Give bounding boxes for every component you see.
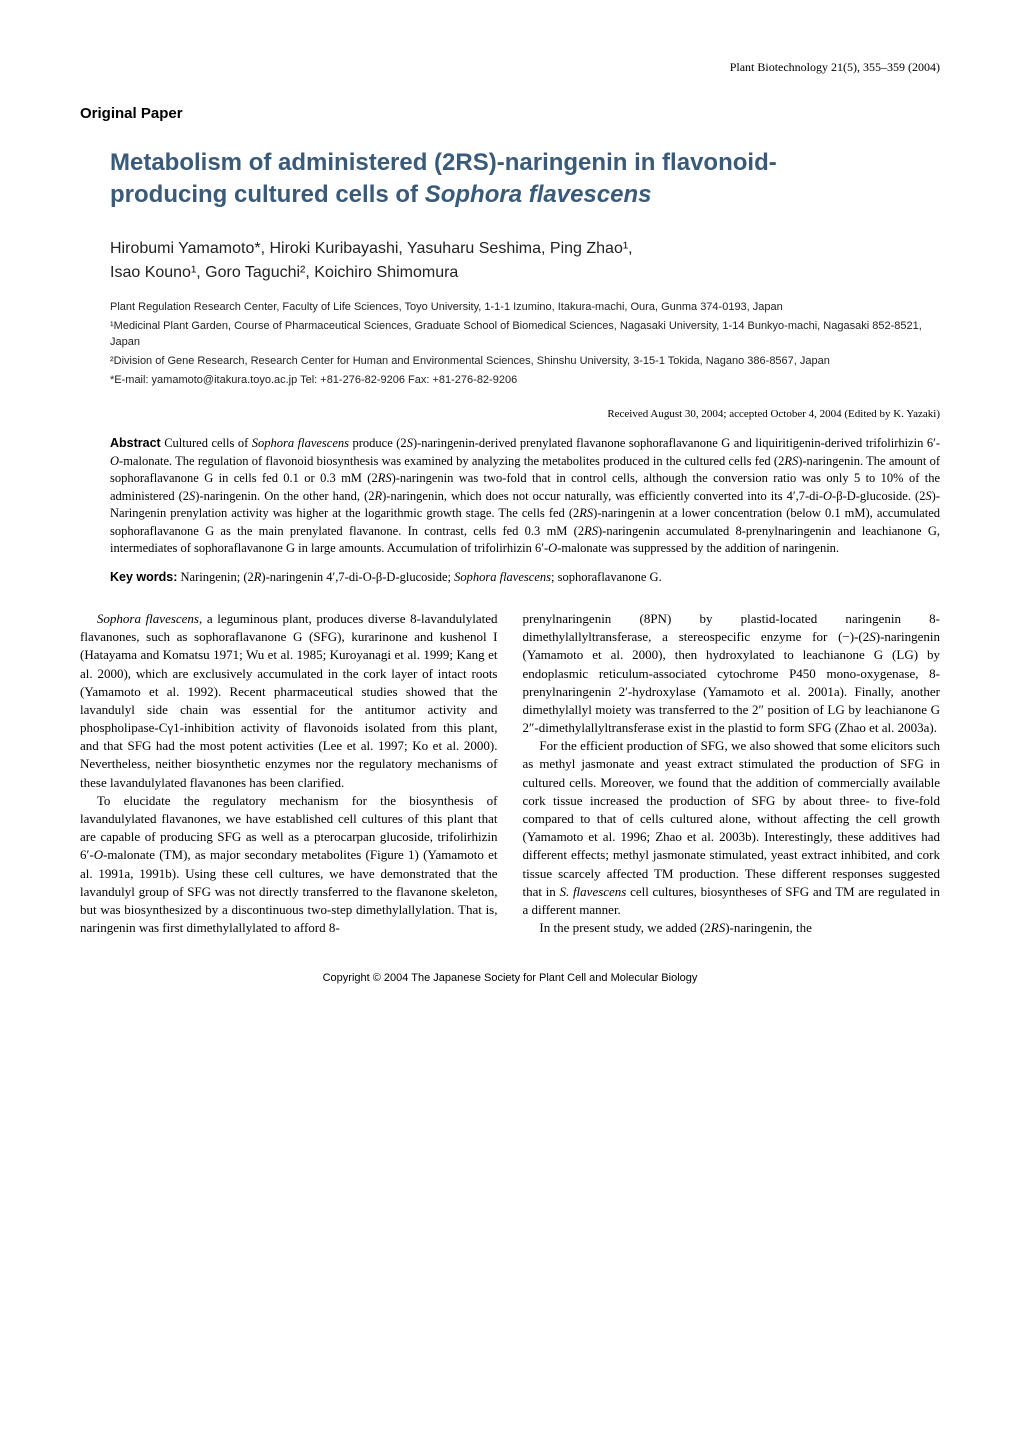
col2-para2: For the efficient production of SFG, we … [523, 737, 941, 919]
body-columns: Sophora flavescens, a leguminous plant, … [80, 610, 940, 937]
copyright-line: Copyright © 2004 The Japanese Society fo… [80, 972, 940, 984]
col2-para1: prenylnaringenin (8PN) by plastid-locate… [523, 610, 941, 737]
affiliation-2: ¹Medicinal Plant Garden, Course of Pharm… [110, 319, 940, 351]
affiliation-4-contact: *E-mail: yamamoto@itakura.toyo.ac.jp Tel… [110, 373, 940, 389]
affiliation-1: Plant Regulation Research Center, Facult… [110, 300, 940, 316]
paper-type-label: Original Paper [80, 105, 940, 122]
column-left: Sophora flavescens, a leguminous plant, … [80, 610, 498, 937]
authors-line-1: Hirobumi Yamamoto*, Hiroki Kuribayashi, … [110, 240, 633, 257]
title-line-1: Metabolism of administered (2RS)-naringe… [110, 149, 777, 176]
keywords-block: Key words: Naringenin; (2R)-naringenin 4… [110, 570, 940, 585]
keywords-text: Naringenin; (2R)-naringenin 4′,7-di-O-β-… [177, 570, 661, 584]
col2-para3: In the present study, we added (2RS)-nar… [523, 919, 941, 937]
received-date: Received August 30, 2004; accepted Octob… [80, 408, 940, 420]
abstract-block: Abstract Cultured cells of Sophora flave… [110, 435, 940, 558]
authors-line-2: Isao Kouno¹, Goro Taguchi², Koichiro Shi… [110, 264, 458, 281]
keywords-label: Key words: [110, 570, 177, 584]
affiliation-3: ²Division of Gene Research, Research Cen… [110, 354, 940, 370]
col1-para1: Sophora flavescens, a leguminous plant, … [80, 610, 498, 792]
article-title: Metabolism of administered (2RS)-naringe… [110, 147, 940, 212]
col1-para2: To elucidate the regulatory mechanism fo… [80, 792, 498, 938]
abstract-text: Cultured cells of Sophora flavescens pro… [110, 436, 940, 555]
abstract-label: Abstract [110, 436, 161, 450]
title-line-2: producing cultured cells of Sophora flav… [110, 181, 651, 208]
journal-info: Plant Biotechnology 21(5), 355–359 (2004… [80, 60, 940, 75]
column-right: prenylnaringenin (8PN) by plastid-locate… [523, 610, 941, 937]
authors-block: Hirobumi Yamamoto*, Hiroki Kuribayashi, … [110, 237, 940, 285]
